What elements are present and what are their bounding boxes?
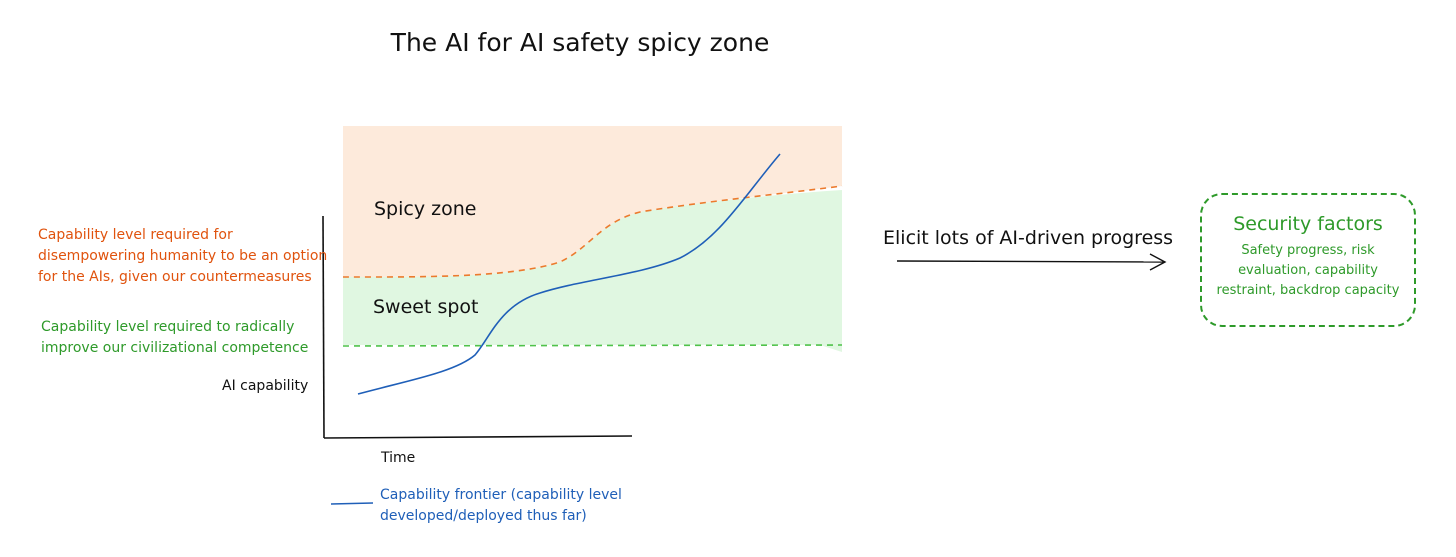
spicy-zone-label: Spicy zone xyxy=(374,198,477,220)
capability-frontier-curve xyxy=(357,153,781,395)
security-factors-line: restraint, backdrop capacity xyxy=(1216,283,1400,298)
x-axis-label: Time xyxy=(381,450,416,466)
legend-label: Capability frontier (capability level de… xyxy=(380,485,622,527)
progress-arrow-shaft xyxy=(896,260,1165,263)
diagram-title: The AI for AI safety spicy zone xyxy=(390,28,770,57)
security-factors-list: Safety progress, risk evaluation, capabi… xyxy=(1202,241,1414,301)
disempower-label-line: disempowering humanity to be an option xyxy=(38,248,328,264)
security-factors-title: Security factors xyxy=(1233,213,1383,235)
disempower-label-line: for the AIs, given our countermeasures xyxy=(38,269,312,285)
y-axis-label: AI capability xyxy=(222,378,309,394)
y-axis xyxy=(322,215,325,439)
progress-arrow-label: Elicit lots of AI-driven progress xyxy=(883,227,1174,249)
security-factors-line: evaluation, capability xyxy=(1238,263,1378,278)
competence-threshold-line xyxy=(342,344,843,347)
x-axis xyxy=(323,435,633,439)
disempower-threshold-label: Capability level required for disempower… xyxy=(38,225,327,288)
progress-arrow-head xyxy=(1149,253,1167,271)
spicy-zone-region xyxy=(343,126,842,278)
security-factors-line: Safety progress, risk xyxy=(1241,243,1375,258)
legend-label-line: Capability frontier (capability level xyxy=(380,487,622,503)
competence-threshold-label: Capability level required to radically i… xyxy=(41,317,308,359)
disempower-label-line: Capability level required for xyxy=(38,227,233,243)
sweet-spot-label: Sweet spot xyxy=(373,296,479,318)
legend-swatch xyxy=(330,502,374,505)
disempower-threshold-line xyxy=(342,185,843,278)
competence-label-line: Capability level required to radically xyxy=(41,319,295,335)
competence-label-line: improve our civilizational competence xyxy=(41,340,309,356)
legend-label-line: developed/deployed thus far) xyxy=(380,508,587,524)
security-factors-box: Security factors Safety progress, risk e… xyxy=(1200,193,1416,327)
